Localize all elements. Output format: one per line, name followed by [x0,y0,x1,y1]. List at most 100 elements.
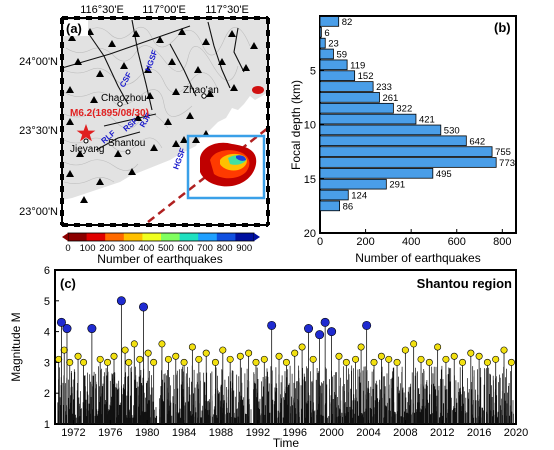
magnitude-point [362,320,372,330]
depth-bar [319,178,387,190]
magnitude-point [320,317,330,327]
panel-c-xlabel: Time [273,436,300,450]
lon-tick-1: 116°30'E [80,4,124,16]
magnitude-point [87,324,97,334]
magnitude-point [104,358,112,366]
magnitude-point [180,358,188,366]
zhaoan-marker [201,93,207,99]
depth-bar-label: 530 [444,125,460,136]
colorbar-tick-label: 0 [65,243,70,254]
colorbar-segment [198,233,218,241]
map-frame [61,17,269,226]
magnitude-point [291,349,299,357]
magnitude-series [55,296,515,424]
magnitude-y-tick-label: 4 [44,327,50,339]
magnitude-point [335,352,343,360]
magnitude-point [150,358,158,366]
magnitude-point [327,327,337,337]
magnitude-point [252,358,260,366]
magnitude-point [475,352,483,360]
time-x-tick-label: 1972 [61,427,85,439]
colorbar-ticks: 0 100 200 300 400 500 600 700 800 900 [65,243,252,254]
magnitude-point [275,352,283,360]
depth-bar-label: 261 [382,93,398,104]
panel-c-annotation: Shantou region [417,276,512,291]
colorbar-tick-label: 500 [158,243,174,254]
magnitude-point [195,355,203,363]
depth-x-tick-label: 400 [402,236,420,248]
northeast-cluster [252,86,264,94]
colorbar-segment [179,233,199,241]
panel-c-magnitude-time: 1972 1976 1980 1984 1988 1992 1996 2000 2004 2008… [9,265,528,450]
magnitude-point [467,349,475,357]
time-x-tick-label: 2004 [356,427,380,439]
jieyang-marker [83,138,89,144]
magnitude-point [80,358,88,366]
city-label-chaozhou: Chaozhou [101,93,147,104]
depth-bar [319,168,434,179]
shantou-marker [125,149,131,155]
magnitude-point [66,358,74,366]
colorbar-segment [86,233,106,241]
panel-b-ylabel: Focal depth (km) [289,80,303,170]
panel-c-ylabel: Magnitude M [9,312,23,381]
depth-bar [319,26,322,38]
magnitude-y-tick-label: 5 [44,296,50,308]
colorbar-segments [67,232,255,242]
colorbar-tick-label: 800 [217,243,233,254]
depth-bar [319,146,493,157]
magnitude-point [417,355,425,363]
magnitude-point [425,358,433,366]
magnitude-point [139,302,149,312]
depth-bar-label: 152 [358,71,374,82]
depth-bar [319,81,374,92]
magnitude-point [492,355,500,363]
magnitude-point [309,355,317,363]
magnitude-point [226,355,234,363]
magnitude-point [188,343,196,351]
colorbar-tick-label: 200 [99,243,115,254]
depth-bar [319,102,394,114]
map-frame-ticks [60,16,270,227]
magnitude-point [55,355,63,363]
magnitude-point [298,343,306,351]
magnitude-point [507,358,515,366]
magnitude-point [500,346,508,354]
colorbar: 0 100 200 300 400 500 600 700 800 900 Number of e… [62,232,260,266]
time-x-tick-label: 1980 [135,427,159,439]
panel-a-label-box [64,20,88,36]
depth-bar-label: 322 [396,104,412,115]
colorbar-arrow-left [62,233,68,241]
time-x-tick-label: 1996 [282,427,306,439]
depth-axes: 0 200 400 600 800 5 10 15 20 [304,65,512,248]
magnitude-point [136,355,144,363]
colorbar-tick-label: 900 [236,243,252,254]
colorbar-segment [235,233,255,241]
panel-a-label: (a) [66,21,82,36]
colorbar-tick-label: 400 [138,243,154,254]
magnitude-point [74,352,82,360]
colorbar-segment [142,233,162,241]
depth-bar [319,157,497,168]
magnitude-point [352,355,360,363]
depth-bar [319,189,349,201]
magnitude-point [164,355,172,363]
depth-x-tick-label: 800 [493,236,511,248]
magnitude-point [370,358,378,366]
event-label: M6.2(1895/08/30) [70,108,149,119]
depth-bar-label: 6 [324,28,329,39]
city-label-zhaoan: Zhao'an [183,85,219,96]
magnitude-point [219,346,227,354]
magnitude-point [202,349,210,357]
earthquake-density-heatmap [200,142,257,187]
depth-bar [319,124,442,136]
magnitude-y-tick-label: 3 [44,357,50,369]
depth-bar [319,48,334,60]
time-x-tick-label: 1992 [246,427,270,439]
magnitude-point [401,346,409,354]
depth-bar [319,70,356,81]
depth-bar [319,59,348,71]
colorbar-segment [105,233,125,241]
colorbar-segment [161,233,181,241]
